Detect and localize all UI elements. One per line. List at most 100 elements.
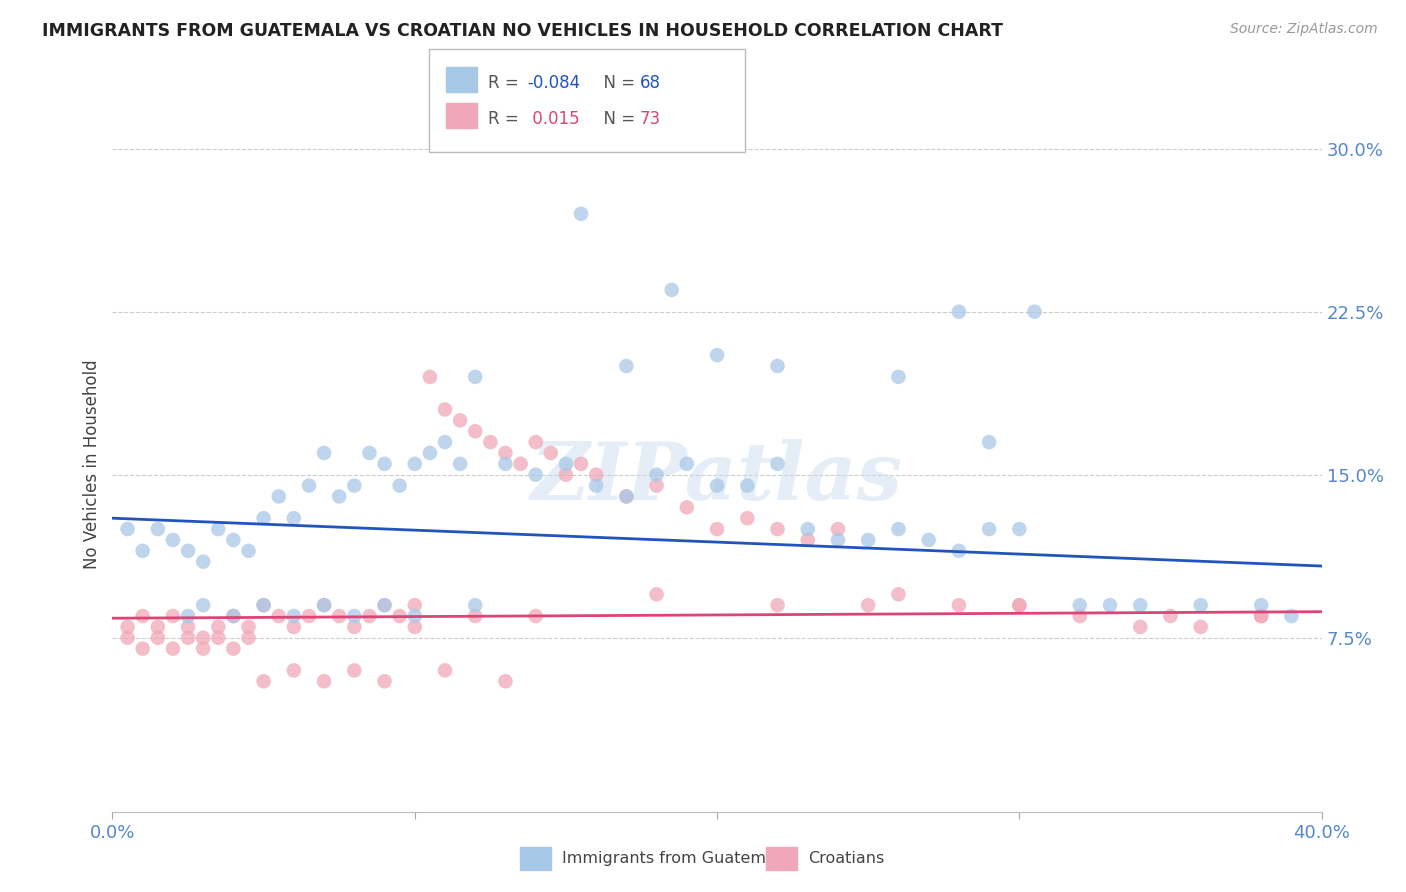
Point (404, 598, 426, 612)
Point (132, 641, 155, 656)
Text: N =: N = (593, 74, 641, 92)
Point (191, 631, 214, 645)
Point (238, 620, 260, 634)
Point (283, 609, 305, 624)
Point (314, 598, 336, 612)
Point (569, 207, 592, 221)
Point (283, 511, 305, 525)
Point (856, 533, 880, 547)
Point (404, 620, 426, 634)
Point (222, 609, 245, 624)
Point (495, 457, 517, 471)
Point (253, 598, 276, 612)
Point (177, 631, 200, 645)
Point (645, 587, 668, 601)
Point (1250, 609, 1272, 624)
Point (948, 543, 970, 558)
Point (1250, 598, 1272, 612)
Point (253, 674, 276, 689)
Point (433, 435, 456, 450)
Text: R =: R = (488, 74, 524, 92)
Point (374, 598, 396, 612)
Text: R =: R = (488, 110, 524, 128)
Point (464, 424, 486, 438)
Point (977, 522, 1000, 536)
Point (207, 522, 229, 536)
Point (328, 609, 350, 624)
Point (1098, 598, 1121, 612)
Point (645, 478, 668, 492)
Point (796, 533, 818, 547)
Point (1069, 609, 1091, 624)
Text: 73: 73 (640, 110, 661, 128)
Point (675, 500, 697, 515)
Point (1279, 609, 1302, 624)
Point (191, 598, 214, 612)
Y-axis label: No Vehicles in Household: No Vehicles in Household (83, 359, 101, 569)
Text: Source: ZipAtlas.com: Source: ZipAtlas.com (1230, 22, 1378, 37)
Point (283, 664, 305, 678)
Point (766, 598, 789, 612)
Point (479, 435, 502, 450)
Point (616, 490, 638, 504)
Point (887, 369, 910, 384)
Point (887, 587, 910, 601)
Point (856, 598, 880, 612)
Point (766, 457, 789, 471)
Point (433, 402, 456, 417)
Point (298, 609, 321, 624)
Point (298, 478, 321, 492)
Point (449, 457, 471, 471)
Point (343, 620, 366, 634)
Point (706, 478, 728, 492)
Text: ZIPatlas: ZIPatlas (531, 439, 903, 516)
Point (314, 598, 336, 612)
Point (585, 467, 607, 482)
Point (177, 620, 200, 634)
Point (706, 522, 728, 536)
Point (132, 543, 155, 558)
Point (509, 457, 531, 471)
Point (283, 620, 305, 634)
Point (404, 457, 426, 471)
Point (554, 467, 576, 482)
Point (524, 435, 547, 450)
Point (238, 631, 260, 645)
Point (706, 348, 728, 362)
Point (117, 620, 139, 634)
Point (162, 609, 184, 624)
Point (388, 609, 411, 624)
Point (222, 641, 245, 656)
Point (1024, 304, 1046, 318)
Point (343, 664, 366, 678)
Point (343, 478, 366, 492)
Point (569, 457, 592, 471)
Point (343, 609, 366, 624)
Point (314, 446, 336, 460)
Point (1189, 620, 1212, 634)
Point (1008, 598, 1031, 612)
Point (146, 631, 169, 645)
Point (177, 609, 200, 624)
Point (162, 641, 184, 656)
Point (827, 533, 849, 547)
Point (132, 609, 155, 624)
Point (267, 609, 290, 624)
Point (616, 359, 638, 373)
Point (1129, 620, 1152, 634)
Point (1008, 598, 1031, 612)
Point (449, 413, 471, 427)
Point (162, 533, 184, 547)
Point (585, 478, 607, 492)
Point (616, 490, 638, 504)
Text: 68: 68 (640, 74, 661, 92)
Point (766, 522, 789, 536)
Text: -0.084: -0.084 (527, 74, 581, 92)
Point (238, 543, 260, 558)
Point (977, 435, 1000, 450)
Point (827, 522, 849, 536)
Point (1008, 522, 1031, 536)
Text: Croatians: Croatians (808, 852, 884, 866)
Text: IMMIGRANTS FROM GUATEMALA VS CROATIAN NO VEHICLES IN HOUSEHOLD CORRELATION CHART: IMMIGRANTS FROM GUATEMALA VS CROATIAN NO… (42, 22, 1002, 40)
Point (374, 674, 396, 689)
